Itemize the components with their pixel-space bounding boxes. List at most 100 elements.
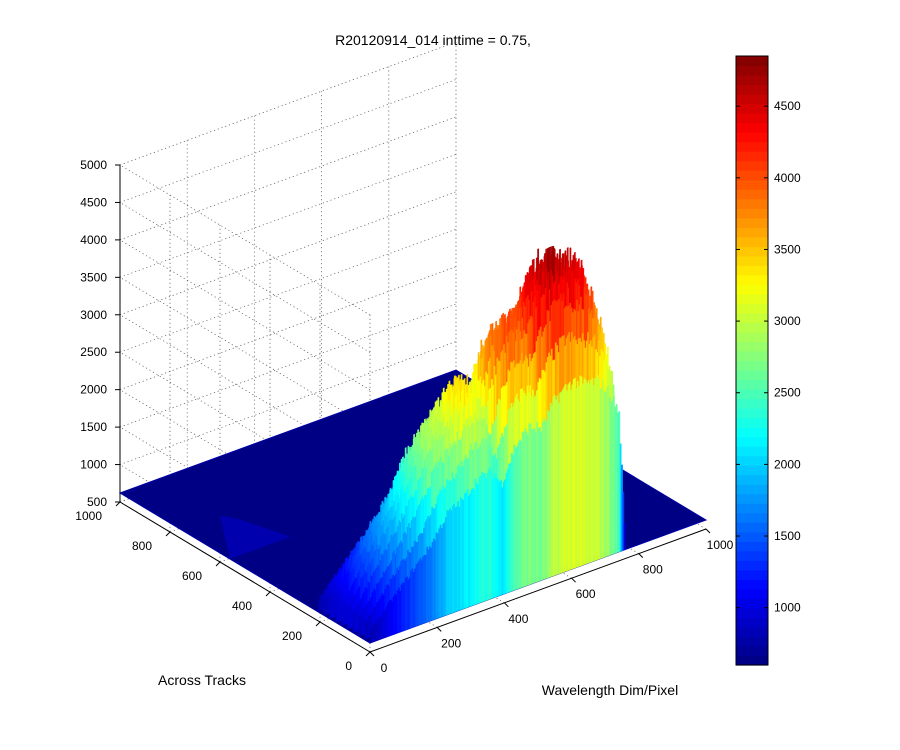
surface-column (605, 391, 607, 558)
colorbar-segment (736, 617, 768, 628)
axis-lines (119, 165, 707, 653)
colorbar-segment (736, 312, 768, 324)
surface-column (450, 510, 453, 614)
surface-column (451, 505, 454, 614)
x-tick-mark (705, 528, 711, 534)
surface-column (524, 428, 527, 587)
surface-column (403, 582, 406, 631)
z-tick-label: 5000 (80, 158, 107, 172)
surface-column (533, 428, 536, 584)
surface-column (404, 577, 407, 631)
y-tick-mark (115, 501, 121, 507)
surface-column (320, 595, 323, 612)
surface-column (385, 605, 388, 638)
surface-column (366, 619, 369, 639)
surface-column (353, 608, 356, 633)
surface-column (516, 445, 519, 590)
surface-column (346, 607, 349, 630)
surface-column (461, 498, 463, 610)
surface-column (475, 482, 478, 605)
surface-column (355, 607, 357, 632)
y-axis-label: Across Tracks (158, 672, 246, 688)
surface-column (336, 596, 339, 623)
surface-column (501, 486, 504, 596)
surface-column (391, 601, 394, 636)
grid-line (119, 116, 457, 241)
surface-column (494, 477, 497, 598)
surface-column (325, 596, 327, 616)
surface-plot (118, 245, 708, 644)
grid-line (119, 202, 371, 353)
surface-column (485, 477, 488, 601)
surface-column (582, 383, 584, 566)
colorbar-segment (736, 522, 768, 533)
surface-column (611, 399, 614, 555)
x-tick-label: 1000 (707, 538, 734, 552)
colorbar-segment (736, 446, 768, 457)
surface-column (594, 377, 596, 562)
surface-column (373, 622, 376, 642)
surface-column (514, 448, 517, 591)
surface-column (559, 392, 562, 574)
z-tick-label: 1500 (80, 420, 107, 434)
surface-column (496, 477, 498, 598)
surface-column (621, 464, 623, 552)
surface-column (602, 378, 605, 559)
colorbar-segment (736, 113, 768, 124)
x-tick-label: 400 (508, 612, 528, 626)
colorbar-segment (736, 341, 768, 352)
surface-column (410, 570, 412, 629)
x-tick-mark (571, 577, 576, 583)
colorbar-segment (736, 255, 768, 266)
surface-column (439, 524, 442, 618)
surface-column (505, 472, 508, 594)
x-tick-mark (436, 627, 442, 632)
surface-column (362, 608, 365, 635)
colorbar-segment (736, 322, 768, 333)
surface-column (587, 380, 590, 564)
surface-column (446, 510, 449, 616)
surface-column (572, 378, 575, 570)
grid-line (119, 266, 457, 390)
x-tick-label: 200 (441, 636, 461, 650)
surface-column (352, 612, 355, 633)
surface-column (492, 477, 494, 599)
colorbar-segment (736, 236, 768, 247)
surface-column (400, 584, 403, 632)
z-tick-label: 3000 (80, 308, 107, 322)
colorbar-segment (736, 303, 768, 314)
colorbar-segment (736, 160, 768, 171)
surface-column (341, 606, 343, 627)
surface-column (517, 442, 520, 590)
colorbar-segment (736, 512, 768, 523)
surface-column (508, 463, 510, 593)
surface-column (547, 409, 549, 579)
surface-column (520, 440, 523, 589)
colorbar-segment (736, 103, 768, 114)
surface-column (606, 386, 609, 557)
colorbar-segment (736, 56, 768, 67)
surface-column (584, 379, 587, 565)
surface-column (368, 615, 370, 639)
colorbar: 1000 1500 2000 2500 3000 3500 4000 4500 (735, 55, 801, 666)
surface-column (443, 521, 446, 617)
surface-column (383, 612, 385, 639)
colorbar-segment (736, 493, 768, 504)
surface-column (473, 489, 476, 606)
surface-column (457, 500, 459, 612)
grid-line (119, 277, 371, 428)
surface-column (580, 376, 583, 567)
surface-column (364, 621, 366, 640)
colorbar-segment (736, 588, 768, 599)
colorbar-segment (736, 484, 768, 495)
colorbar-segment (736, 65, 768, 76)
surface-column (424, 554, 427, 624)
x-axis-line (369, 528, 707, 653)
surface-column (323, 599, 326, 616)
surface-column (359, 616, 362, 636)
surface-strip (369, 374, 626, 644)
z-tick-label: 1000 (80, 458, 107, 472)
surface-column (431, 541, 434, 621)
y-tick-label: 600 (182, 569, 202, 583)
x-tick-mark (504, 602, 509, 608)
